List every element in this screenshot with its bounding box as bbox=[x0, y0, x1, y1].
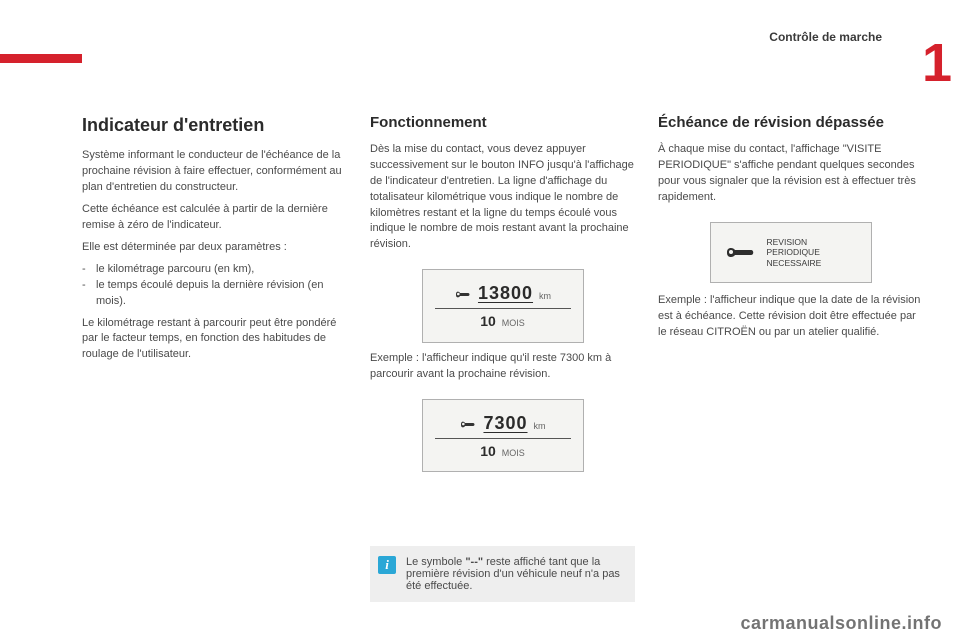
column-left: Indicateur d'entretien Système informant… bbox=[82, 112, 347, 369]
section-heading: Fonctionnement bbox=[370, 112, 635, 134]
paragraph: Le kilométrage restant à parcourir peut … bbox=[82, 316, 347, 364]
list-item: le temps écoulé depuis la dernière révis… bbox=[94, 278, 347, 310]
km-unit: km bbox=[539, 290, 551, 303]
accent-bar bbox=[0, 54, 82, 63]
example-text: Exemple : l'afficheur indique qu'il rest… bbox=[370, 351, 635, 383]
column-middle: Fonctionnement Dès la mise du contact, v… bbox=[370, 112, 635, 480]
paragraph: Cette échéance est calculée à partir de … bbox=[82, 202, 347, 234]
list-item: le kilométrage parcouru (en km), bbox=[94, 262, 347, 278]
paragraph: Elle est déterminée par deux paramètres … bbox=[82, 240, 347, 256]
parameter-list: le kilométrage parcouru (en km), le temp… bbox=[82, 262, 347, 310]
months-unit: MOIS bbox=[502, 447, 525, 460]
display-row-months: 10 MOIS bbox=[435, 311, 571, 331]
page-title: Indicateur d'entretien bbox=[82, 112, 347, 138]
display-row-km: 7300 km bbox=[435, 410, 571, 439]
months-value: 10 bbox=[480, 311, 496, 331]
revision-line: REVISION PERIODIQUE bbox=[767, 237, 859, 258]
wrench-icon bbox=[454, 289, 472, 299]
column-right: Échéance de révision dépassée À chaque m… bbox=[658, 112, 923, 341]
paragraph: À chaque mise du contact, l'affichage "V… bbox=[658, 142, 923, 206]
km-value: 13800 bbox=[478, 280, 533, 306]
paragraph: Dès la mise du contact, vous devez appuy… bbox=[370, 142, 635, 254]
km-value: 7300 bbox=[483, 410, 527, 436]
info-icon: i bbox=[378, 556, 396, 574]
revision-text: REVISION PERIODIQUE NECESSAIRE bbox=[767, 237, 859, 269]
chapter-number: 1 bbox=[922, 36, 952, 90]
wrench-icon bbox=[459, 419, 477, 429]
example-text: Exemple : l'afficheur indique que la dat… bbox=[658, 293, 923, 341]
info-text: Le symbole "--" reste affiché tant que l… bbox=[406, 556, 620, 592]
display-panel: 7300 km 10 MOIS bbox=[422, 399, 584, 472]
display-row-months: 10 MOIS bbox=[435, 441, 571, 461]
km-unit: km bbox=[534, 420, 546, 433]
watermark: carmanualsonline.info bbox=[740, 613, 942, 634]
intro-paragraph: Système informant le conducteur de l'éch… bbox=[82, 148, 347, 196]
revision-line: NECESSAIRE bbox=[767, 258, 859, 269]
wrench-icon bbox=[723, 244, 757, 260]
display-panel: 13800 km 10 MOIS bbox=[422, 269, 584, 342]
section-heading: Échéance de révision dépassée bbox=[658, 112, 923, 134]
section-label: Contrôle de marche bbox=[769, 30, 882, 44]
display-row-km: 13800 km bbox=[435, 280, 571, 309]
months-value: 10 bbox=[480, 441, 496, 461]
revision-panel: REVISION PERIODIQUE NECESSAIRE bbox=[710, 222, 872, 284]
info-callout: i Le symbole "--" reste affiché tant que… bbox=[370, 546, 635, 602]
manual-page: 1 Contrôle de marche Indicateur d'entret… bbox=[0, 0, 960, 640]
months-unit: MOIS bbox=[502, 317, 525, 330]
